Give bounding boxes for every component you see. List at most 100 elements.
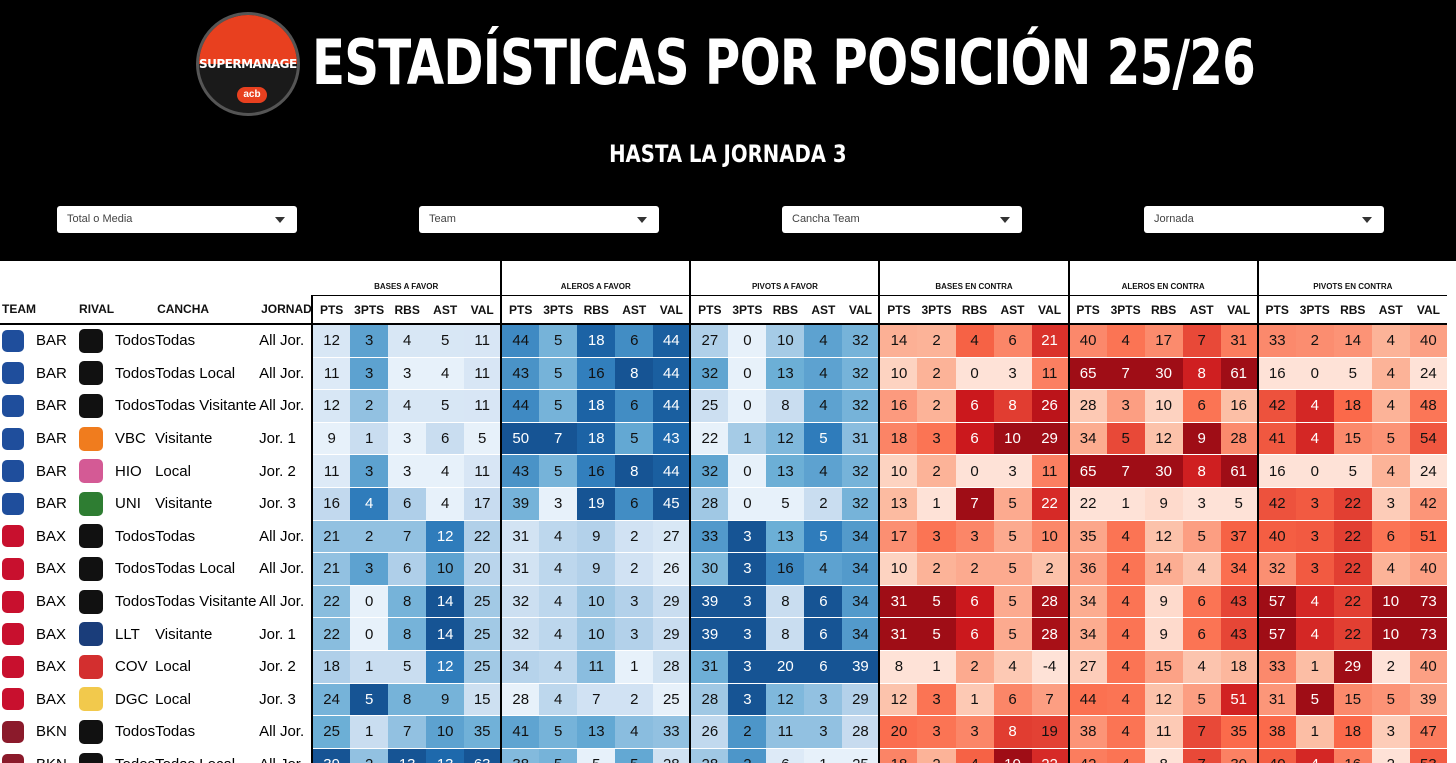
stat-cell: 3 bbox=[955, 715, 994, 749]
stat-cell: 3 bbox=[350, 454, 389, 488]
stat-cell: 41 bbox=[1256, 422, 1296, 456]
col-ast[interactable]: AST bbox=[993, 295, 1032, 325]
col-team[interactable]: TEAM bbox=[0, 295, 78, 325]
table-row[interactable]: BAX Todos Todas Visitante All Jor. 22 0 8 14 25 3… bbox=[0, 585, 1447, 619]
table-row[interactable]: BAR HIO Local Jor. 2 11 3 3 4 11 43 5 16 8 44 32 0 13 4 32… bbox=[0, 454, 1447, 488]
table-row[interactable]: BAX Todos Todas Local All Jor. 21 3 6 10 20 31 4 9 2… bbox=[0, 552, 1447, 586]
filter-jornada[interactable]: Jornada bbox=[1144, 206, 1384, 233]
table-row[interactable]: BAX Todos Todas All Jor. 21 2 7 12 22 31 4 9 2 27 33 3 1… bbox=[0, 520, 1447, 554]
col-rival[interactable]: RIVAL bbox=[77, 295, 156, 325]
col-pts[interactable]: PTS bbox=[500, 295, 540, 325]
stat-cell: 9 bbox=[311, 422, 351, 456]
stat-cell: 17 bbox=[1144, 324, 1183, 358]
col-rbs[interactable]: RBS bbox=[1333, 295, 1372, 325]
col-3pts[interactable]: 3PTS bbox=[350, 295, 389, 325]
table-row[interactable]: BAR UNI Visitante Jor. 3 16 4 6 4 17 39 3 19 6 45 28 0 5… bbox=[0, 487, 1447, 521]
stat-cell: 3 bbox=[1106, 389, 1145, 423]
table-row[interactable]: BAR VBC Visitante Jor. 1 9 1 3 6 5 50 7 18 5 43 22 1 12 5… bbox=[0, 422, 1447, 456]
col-val[interactable]: VAL bbox=[1220, 295, 1258, 325]
team-code: BAX bbox=[36, 650, 78, 684]
col-rbs[interactable]: RBS bbox=[766, 295, 805, 325]
col-pts[interactable]: PTS bbox=[1256, 295, 1296, 325]
stat-cell: 9 bbox=[426, 683, 465, 717]
col-jornada[interactable]: JORNADA bbox=[259, 295, 313, 325]
stat-cell: 4 bbox=[1295, 422, 1334, 456]
stat-cell: 16 bbox=[577, 357, 616, 391]
gran-canaria-icon bbox=[79, 687, 104, 712]
col-pts[interactable]: PTS bbox=[689, 295, 729, 325]
col-ast[interactable]: AST bbox=[426, 295, 465, 325]
stat-cell: 5 bbox=[539, 715, 578, 749]
stat-cell: 13 bbox=[577, 715, 616, 749]
filter-team[interactable]: Team bbox=[419, 206, 659, 233]
stat-cell: 3 bbox=[728, 617, 767, 651]
stat-cell: 18 bbox=[577, 389, 616, 423]
col-pts[interactable]: PTS bbox=[878, 295, 918, 325]
col-ast[interactable]: AST bbox=[804, 295, 843, 325]
stat-cell: 5 bbox=[1295, 683, 1334, 717]
stat-cell: 15 bbox=[1333, 422, 1372, 456]
table-row[interactable]: BAX COV Local Jor. 2 18 1 5 12 25 34 4 11 1 28 31 3 20 6 3… bbox=[0, 650, 1447, 684]
la-laguna-tenerife-icon bbox=[79, 622, 104, 647]
stat-cell: 6 bbox=[388, 487, 427, 521]
col-val[interactable]: VAL bbox=[653, 295, 691, 325]
col-rbs[interactable]: RBS bbox=[577, 295, 616, 325]
table-row[interactable]: BAR Todos Todas Local All Jor. 11 3 3 4 11 43 5 16 8… bbox=[0, 357, 1447, 391]
col-rbs[interactable]: RBS bbox=[388, 295, 427, 325]
stat-cell: 4 bbox=[1106, 650, 1145, 684]
stat-cell: 4 bbox=[426, 454, 465, 488]
stat-cell: 32 bbox=[842, 324, 880, 358]
stat-cell: 4 bbox=[539, 683, 578, 717]
col-val[interactable]: VAL bbox=[464, 295, 502, 325]
stats-table-container[interactable]: BASES A FAVOR ALEROS A FAVOR PIVOTS A FA… bbox=[0, 261, 1456, 763]
col-3pts[interactable]: 3PTS bbox=[917, 295, 956, 325]
stat-cell: 5 bbox=[539, 357, 578, 391]
stat-cell: 65 bbox=[1067, 357, 1107, 391]
stat-cell: 16 bbox=[1333, 748, 1372, 763]
stat-cell: 4 bbox=[1371, 552, 1410, 586]
table-row[interactable]: BAR Todos Todas All Jor. 12 3 4 5 11 44 5 18 6 44 27 0 1… bbox=[0, 324, 1447, 358]
col-val[interactable]: VAL bbox=[842, 295, 880, 325]
stat-cell: 1 bbox=[1295, 715, 1334, 749]
jornada-cell: Jor. 2 bbox=[259, 650, 313, 684]
team-logo-cell bbox=[0, 324, 37, 358]
stat-cell: 0 bbox=[350, 617, 389, 651]
stat-cell: 0 bbox=[955, 357, 994, 391]
rival-code: Todos bbox=[115, 552, 156, 586]
col-val[interactable]: VAL bbox=[1031, 295, 1069, 325]
filter-total-o-media[interactable]: Total o Media bbox=[57, 206, 297, 233]
stat-cell: 9 bbox=[1144, 617, 1183, 651]
col-3pts[interactable]: 3PTS bbox=[1295, 295, 1334, 325]
table-row[interactable]: BAX LLT Visitante Jor. 1 22 0 8 14 25 32 4 10 3 29 39 3… bbox=[0, 617, 1447, 651]
stat-cell: 5 bbox=[804, 422, 843, 456]
col-pts[interactable]: PTS bbox=[1067, 295, 1107, 325]
stat-cell: 4 bbox=[1106, 520, 1145, 554]
stat-cell: 5 bbox=[917, 617, 956, 651]
stat-cell: 5 bbox=[539, 324, 578, 358]
stat-cell: 5 bbox=[993, 520, 1032, 554]
col-pts[interactable]: PTS bbox=[311, 295, 351, 325]
col-3pts[interactable]: 3PTS bbox=[1106, 295, 1145, 325]
col-ast[interactable]: AST bbox=[1371, 295, 1410, 325]
stat-cell: 4 bbox=[1106, 617, 1145, 651]
col-3pts[interactable]: 3PTS bbox=[539, 295, 578, 325]
table-row[interactable]: BAX DGC Local Jor. 3 24 5 8 9 15 28 4 7 2 25 28 3 12 3 29 1… bbox=[0, 683, 1447, 717]
table-row[interactable]: BAR Todos Todas Visitante All Jor. 12 2 4 5 11 44… bbox=[0, 389, 1447, 423]
col-val[interactable]: VAL bbox=[1409, 295, 1447, 325]
stat-cell: 7 bbox=[388, 715, 427, 749]
stat-cell: 29 bbox=[1333, 650, 1372, 684]
col-rbs[interactable]: RBS bbox=[955, 295, 994, 325]
col-rbs[interactable]: RBS bbox=[1144, 295, 1183, 325]
stat-cell: 5 bbox=[1182, 520, 1221, 554]
table-row[interactable]: BKN Todos Todas All Jor. 25 1 7 10 35 41 5 13 4 33 26 2… bbox=[0, 715, 1447, 749]
stat-cell: 3 bbox=[728, 552, 767, 586]
filter-cancha-team[interactable]: Cancha Team bbox=[782, 206, 1022, 233]
col-ast[interactable]: AST bbox=[1182, 295, 1221, 325]
col-ast[interactable]: AST bbox=[615, 295, 654, 325]
stat-cell: 16 bbox=[878, 389, 918, 423]
stat-cell: 0 bbox=[728, 357, 767, 391]
stat-cell: 13 bbox=[426, 748, 465, 763]
col-3pts[interactable]: 3PTS bbox=[728, 295, 767, 325]
col-cancha[interactable]: CANCHA bbox=[155, 295, 260, 325]
